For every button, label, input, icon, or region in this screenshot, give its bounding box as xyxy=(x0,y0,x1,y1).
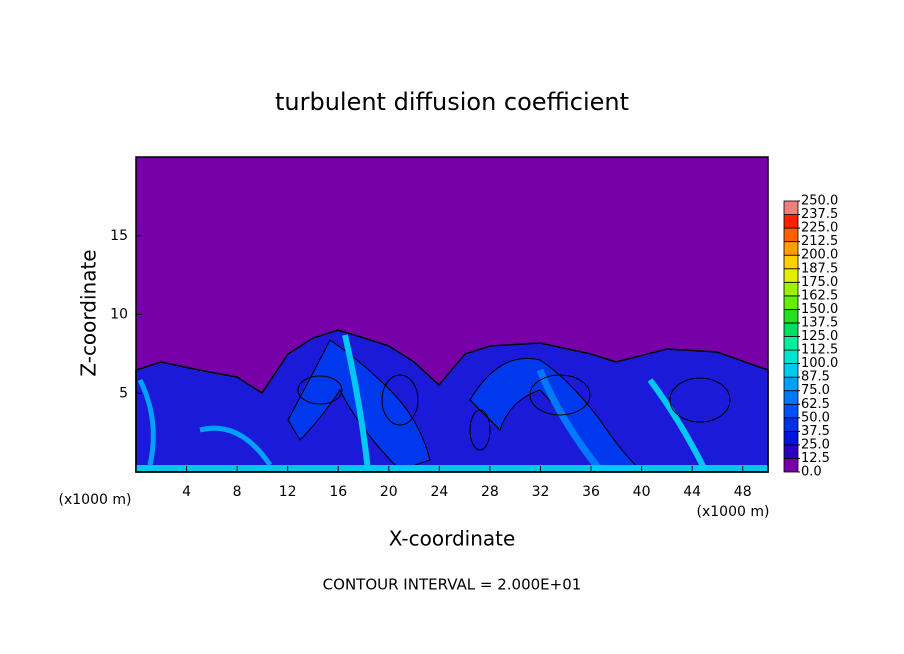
colorbar-label: 37.5 xyxy=(801,424,830,439)
colorbar-box xyxy=(783,390,799,405)
colorbar-label: 212.5 xyxy=(801,234,838,249)
colorbar-label: 75.0 xyxy=(801,383,830,398)
y-axis-label: Z-coordinate xyxy=(77,249,101,376)
x-tick-label: 24 xyxy=(430,484,448,500)
colorbar-label: 125.0 xyxy=(801,329,838,344)
colorbar-box xyxy=(783,376,799,392)
plume xyxy=(469,357,642,471)
streak xyxy=(647,378,708,472)
colorbar-box xyxy=(783,295,799,310)
chart-title: turbulent diffusion coefficient xyxy=(275,88,629,116)
colorbar-box xyxy=(783,268,799,283)
contour xyxy=(469,409,491,451)
y-unit: (x1000 m) xyxy=(59,492,132,508)
colorbar-box xyxy=(783,241,799,256)
x-tick-label: 20 xyxy=(380,484,398,500)
colorbar-label: 187.5 xyxy=(801,261,838,276)
colorbar-box xyxy=(783,322,799,337)
contour xyxy=(669,377,731,423)
colorbar-label: 250.0 xyxy=(801,194,838,209)
contour xyxy=(529,374,591,416)
colorbar-label: 137.5 xyxy=(801,315,838,330)
y-tick-label: 10 xyxy=(110,307,128,323)
colorbar-label: 162.5 xyxy=(801,288,838,303)
colorbar-label: 175.0 xyxy=(801,275,838,290)
colorbar-box xyxy=(783,336,799,351)
y-tick-label: 5 xyxy=(119,385,128,401)
colorbar-box xyxy=(783,417,799,432)
x-tick-label: 16 xyxy=(329,484,347,500)
colorbar-label: 112.5 xyxy=(801,343,838,358)
colorbar-box xyxy=(783,458,799,473)
x-tick-label: 40 xyxy=(633,484,651,500)
colorbar-box xyxy=(783,214,799,229)
colorbar-box xyxy=(783,349,799,364)
colorbar-label: 150.0 xyxy=(801,302,838,317)
colorbar-label: 200.0 xyxy=(801,248,838,263)
colorbar-label: 87.5 xyxy=(801,370,830,385)
colorbar-label: 100.0 xyxy=(801,356,838,371)
x-tick-label: 12 xyxy=(279,484,297,500)
x-tick-label: 32 xyxy=(532,484,550,500)
field xyxy=(135,156,769,473)
colorbar-label: 225.0 xyxy=(801,221,838,236)
colorbar-box xyxy=(783,308,799,324)
x-unit: (x1000 m) xyxy=(697,504,770,520)
streak xyxy=(137,378,273,467)
colorbar-box xyxy=(783,430,799,446)
y-tick-label: 15 xyxy=(110,228,128,244)
colorbar-box xyxy=(783,444,799,459)
colorbar-box xyxy=(783,403,799,419)
x-tick-label: 28 xyxy=(481,484,499,500)
x-tick-label: 4 xyxy=(182,484,191,500)
colorbar-box xyxy=(783,281,799,297)
colorbar-label: 50.0 xyxy=(801,410,830,425)
contour xyxy=(381,374,419,426)
colorbar-label: 12.5 xyxy=(801,451,830,466)
streak xyxy=(342,334,371,471)
colorbar-label: 237.5 xyxy=(801,207,838,222)
colorbar-box xyxy=(783,363,799,378)
annotation: CONTOUR INTERVAL = 2.000E+01 xyxy=(323,576,582,594)
colorbar-label: 62.5 xyxy=(801,397,830,412)
x-tick-label: 48 xyxy=(734,484,752,500)
colorbar-box xyxy=(783,200,799,215)
x-tick-label: 36 xyxy=(582,484,600,500)
colorbar-label: 25.0 xyxy=(801,437,830,452)
x-axis-label: X-coordinate xyxy=(389,527,516,551)
colorbar-box xyxy=(783,227,799,243)
colorbar-box xyxy=(783,254,799,270)
x-tick-label: 8 xyxy=(233,484,242,500)
x-tick-label: 44 xyxy=(683,484,701,500)
streak xyxy=(536,368,603,473)
contour xyxy=(297,375,343,405)
colorbar-label: 0.0 xyxy=(801,465,822,480)
